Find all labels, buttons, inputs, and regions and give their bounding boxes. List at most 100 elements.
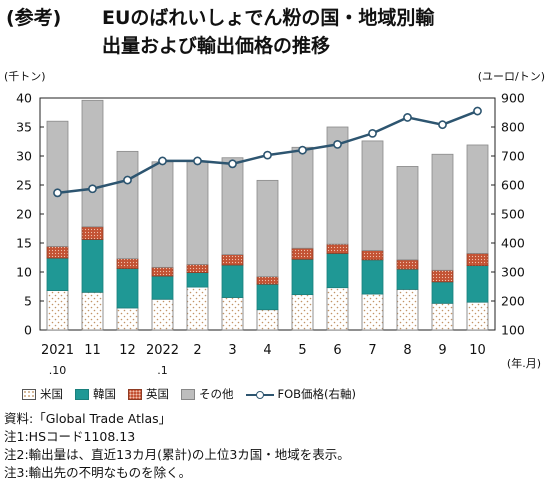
bar-segment-uk: [291, 247, 314, 260]
chart-title: (参考) EUのばれいしょでん粉の国・地域別輸 出量および輸出価格の推移: [6, 4, 546, 60]
bar-segment-other: [46, 120, 69, 247]
fob-price-point: [123, 175, 132, 185]
bar-segment-kr: [151, 275, 174, 300]
bar-segment-kr: [291, 258, 314, 296]
y-right-tick-label: 100: [501, 323, 525, 338]
y-right-tick-label: 700: [501, 149, 525, 164]
fob-price-point: [263, 150, 272, 160]
x-tick-label: 3: [228, 343, 236, 358]
bar-segment-uk: [466, 253, 489, 267]
y-right-tick-label: 900: [501, 91, 525, 106]
bar-segment-uk: [46, 246, 69, 259]
fob-price-point: [403, 113, 412, 122]
x-tick-sublabel: .10: [49, 364, 67, 377]
fob-price-point: [53, 188, 62, 198]
y-left-tick-label: 0: [24, 323, 32, 338]
bar-segment-kr: [116, 268, 139, 309]
legend-item-other: その他: [181, 386, 234, 402]
y-right-tick-label: 800: [501, 120, 525, 135]
note-2: 注2:輸出量は、直近13カ月(累計)の上位3カ国・地域を表示。: [4, 447, 350, 462]
bar-segment-kr: [361, 259, 384, 295]
bar-segment-kr: [396, 268, 419, 290]
bar-segment-other: [186, 160, 209, 265]
legend-item-fob: FOB価格(右軸): [245, 386, 356, 402]
y-right-tick-label: 200: [501, 294, 525, 309]
x-tick-label: 2022: [146, 343, 179, 358]
bar-segment-us: [221, 297, 244, 331]
bar-group: [46, 99, 489, 331]
legend-label-kr: 韓国: [93, 387, 116, 401]
bar-segment-us: [431, 302, 454, 331]
y-left-tick-label: 10: [16, 265, 32, 280]
legend-swatch-us: [22, 388, 36, 400]
bar-segment-other: [361, 140, 384, 251]
bar-segment-other: [221, 157, 244, 256]
y-right-tick-label: 400: [501, 236, 525, 251]
title-prefix: (参考): [6, 7, 62, 29]
fob-price-point: [228, 159, 237, 169]
bar-segment-us: [291, 294, 314, 331]
bar-segment-other: [151, 161, 174, 268]
bar-segment-kr: [466, 265, 489, 303]
y-right-tick-label: 500: [501, 207, 525, 222]
legend-swatch-uk: [128, 388, 142, 400]
x-tick-label: 2021: [41, 343, 74, 358]
bar-segment-kr: [46, 257, 69, 291]
bar-segment-other: [431, 153, 454, 271]
legend: 米国 韓国 英国 その他 FOB価格(右軸): [22, 385, 368, 403]
bar-segment-us: [46, 290, 69, 331]
bar-segment-us: [116, 307, 139, 331]
y-left-tick-label: 5: [24, 294, 32, 309]
fob-price-point: [298, 145, 307, 155]
title-line2: 出量および輸出価格の推移: [102, 35, 331, 57]
legend-label-uk: 英国: [146, 387, 169, 401]
y-left-axis-label: (千トン): [4, 70, 46, 83]
x-tick-label: 5: [298, 343, 306, 358]
y-left-tick-label: 40: [16, 91, 32, 106]
fob-price-point: [473, 106, 482, 116]
y-left-tick-label: 15: [16, 236, 32, 251]
bar-segment-kr: [221, 264, 244, 298]
y-left-tick-label: 30: [16, 149, 32, 164]
legend-label-us: 米国: [40, 387, 63, 401]
bar-segment-other: [256, 179, 279, 278]
bar-segment-uk: [396, 259, 419, 270]
bar-segment-us: [361, 293, 384, 331]
y-left-tick-label: 35: [16, 120, 32, 135]
bar-segment-other: [116, 150, 139, 260]
x-tick-label: 9: [438, 343, 446, 358]
bar-segment-kr: [186, 272, 209, 288]
x-tick-label: 11: [84, 343, 101, 358]
bar-segment-uk: [116, 258, 139, 269]
fob-price-point: [333, 139, 342, 149]
bar-segment-uk: [431, 269, 454, 283]
y-right-tick-label: 600: [501, 178, 525, 193]
fob-price-point: [158, 156, 167, 166]
bar-segment-kr: [431, 281, 454, 304]
note-source: 資料:「Global Trade Atlas」: [4, 411, 172, 426]
bar-segment-other: [466, 144, 489, 254]
legend-item-us: 米国: [22, 386, 63, 402]
price-line-group: [53, 106, 482, 198]
y-right-tick-label: 300: [501, 265, 525, 280]
legend-item-uk: 英国: [128, 386, 169, 402]
y-left-tick-label: 25: [16, 178, 32, 193]
bar-segment-other: [396, 166, 419, 261]
fob-price-point: [193, 156, 202, 166]
bar-segment-uk: [186, 264, 209, 273]
title-line1: EUのばれいしょでん粉の国・地域別輸: [102, 7, 435, 29]
fob-price-point: [88, 184, 97, 194]
y-right-axis-label: (ユーロ/トン): [478, 70, 545, 83]
bar-segment-uk: [361, 250, 384, 261]
fob-price-point: [368, 128, 377, 138]
x-tick-label: 6: [333, 343, 341, 358]
bar-segment-us: [81, 291, 104, 331]
bar-segment-uk: [81, 226, 104, 240]
x-tick-label: 2: [193, 343, 201, 358]
x-tick-label: 4: [263, 343, 271, 358]
bar-segment-uk: [221, 254, 244, 266]
bar-segment-uk: [256, 276, 279, 285]
legend-swatch-other: [181, 388, 195, 400]
x-tick-label: 10: [469, 343, 486, 358]
